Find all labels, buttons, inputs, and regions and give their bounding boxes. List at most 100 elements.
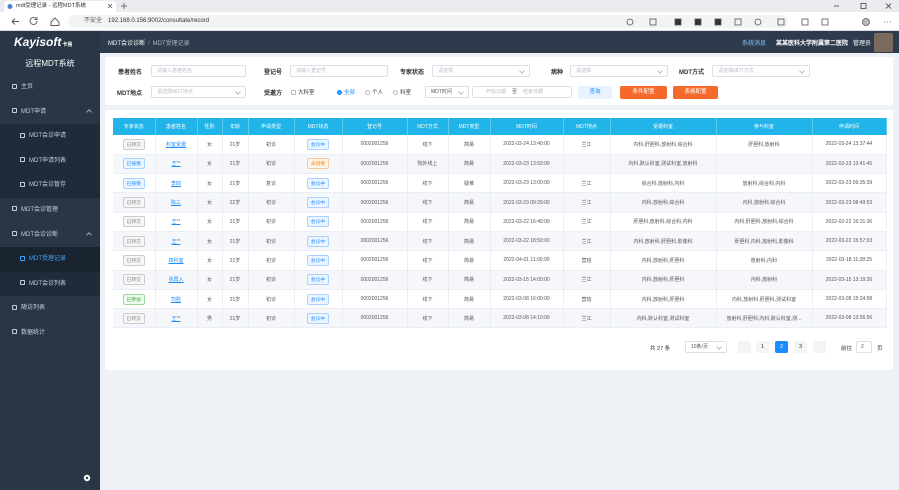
table-cell: 2022-03-08 15:24:58 xyxy=(812,289,887,310)
date-end: 结束日期 xyxy=(523,89,544,95)
cell-text: 肝胆科,放射科,综合科,内科 xyxy=(633,219,693,226)
checkbox[interactable]: 大科室 xyxy=(291,88,315,96)
cell-text: 21岁 xyxy=(229,161,241,168)
filter-select[interactable]: 请选择 xyxy=(432,65,530,77)
patient-link[interactable]: 王** xyxy=(171,315,181,322)
user[interactable]: 管理员 xyxy=(852,41,871,47)
menu-item[interactable]: MDT会诊诊断 xyxy=(0,223,100,248)
table-cell: 科室受邀 xyxy=(155,135,198,155)
cell-text: 内科,放射科,肝胆科,影像科 xyxy=(633,238,693,245)
menu-label: 随访列表 xyxy=(21,305,46,312)
column-header: 患者姓名 xyxy=(155,118,198,135)
menu-item[interactable]: 主页 xyxy=(0,75,100,100)
tab-bar: mdt受理记录 - 远程MDT系统 xyxy=(0,0,899,12)
page-button[interactable]: 1 xyxy=(756,341,769,353)
date-range[interactable]: 开始日期至结束日期 xyxy=(472,86,572,98)
menu-item[interactable]: 数据统计 xyxy=(0,321,100,346)
column-header: 年龄 xyxy=(222,118,249,135)
patient-link[interactable]: 陈三 xyxy=(170,200,181,207)
button[interactable]: 条件配置 xyxy=(620,85,667,99)
menu-item[interactable]: MDT申请 xyxy=(0,100,100,125)
cell-text: 内科,默认科室,测试科室 xyxy=(636,315,690,322)
table-row: 已转交 王** 男 21岁 初诊 会诊中 0002001256 线下 简易 2022-03-08 … xyxy=(113,308,887,329)
submenu-item[interactable]: MDT申请列表 xyxy=(0,148,100,174)
radio[interactable]: 全部 xyxy=(337,88,355,96)
patient-link[interactable]: 张再入 xyxy=(168,277,184,284)
cell-text: 女 xyxy=(206,296,212,303)
submenu-item[interactable]: MDT受理记录 xyxy=(0,247,100,272)
submenu-item[interactable]: MDT会诊申请 xyxy=(0,124,100,149)
button[interactable]: 表格配置 xyxy=(673,85,718,99)
menu-item[interactable]: MDT会诊管理 xyxy=(0,198,100,223)
table-cell: 内科,放射科 xyxy=(716,270,813,290)
crumb[interactable]: MDT会诊诊断 xyxy=(108,41,145,47)
status-tag: 已接受 xyxy=(122,177,145,189)
filter-select[interactable]: 请选择MDT方式 xyxy=(712,65,810,77)
table-cell: 21岁 xyxy=(222,250,249,271)
next-button[interactable] xyxy=(813,341,826,353)
column-header: 登记号 xyxy=(342,118,408,135)
goto-input[interactable]: 2 xyxy=(856,341,872,353)
table-cell: 21岁 xyxy=(222,308,249,329)
settings-icon[interactable] xyxy=(82,473,92,483)
patient-link[interactable]: 四科室 xyxy=(168,257,184,264)
table-cell: 会诊中 xyxy=(294,289,343,310)
cell-text: 0002001256 xyxy=(360,238,389,245)
submenu-item[interactable]: MDT会诊列表 xyxy=(0,271,100,297)
table-cell: 2022-03-24 13:37:44 xyxy=(812,135,887,155)
radio-dot xyxy=(365,89,370,95)
patient-link[interactable]: 司胜 xyxy=(170,296,181,303)
patient-link[interactable]: 王** xyxy=(171,238,181,245)
menu-icon xyxy=(20,255,25,261)
table-cell: 已转交 xyxy=(113,231,156,252)
prev-button[interactable] xyxy=(738,341,751,353)
browser-tab[interactable]: mdt受理记录 - 远程MDT系统 xyxy=(4,1,116,12)
filter-select[interactable]: 请选择MDT地点 xyxy=(151,86,246,98)
page-button[interactable]: 2 xyxy=(775,341,788,353)
page-button[interactable]: 3 xyxy=(794,341,807,353)
url-bar[interactable]: 不安全 192.168.0.156:9002/consultate/record xyxy=(68,15,788,28)
table-cell: 21岁 xyxy=(222,270,249,290)
patient-link[interactable]: 科室受邀 xyxy=(165,141,186,148)
cell-text: 线下 xyxy=(422,219,433,226)
cell-text: 21岁 xyxy=(229,315,241,322)
page-size[interactable]: 10条/页 xyxy=(685,341,727,353)
cell-text: 内科,默认科室,测试科室,放射科 xyxy=(628,161,698,168)
table-cell: 简易 xyxy=(448,154,491,175)
filter-select[interactable]: 请选择 xyxy=(570,65,668,77)
menu-icon xyxy=(12,108,17,114)
checkbox-label: 大科室 xyxy=(298,90,315,96)
radio[interactable]: 个人 xyxy=(365,88,383,96)
submenu-item[interactable]: MDT会诊暂存 xyxy=(0,173,100,198)
table-cell: 肝胆科,内科,放射科,影像科 xyxy=(716,231,813,252)
cell-text: 2022-03-22 16:31:36 xyxy=(825,218,873,225)
menu-item[interactable]: 随访列表 xyxy=(0,296,100,321)
table-cell: 综合科,放射科,内科 xyxy=(610,173,717,194)
status-tag: 已转交 xyxy=(122,138,145,150)
filter-input[interactable]: 请输入患者姓名 xyxy=(151,65,246,77)
patient-link[interactable]: 王** xyxy=(171,161,181,168)
avatar[interactable] xyxy=(874,33,893,52)
cell-text: 0002001256 xyxy=(360,160,389,167)
cell-text: 21岁 xyxy=(229,238,241,245)
patient-link[interactable]: 李四 xyxy=(170,180,181,187)
table-cell: 王** xyxy=(155,212,198,232)
filter-select[interactable]: MDT时间 xyxy=(425,86,469,98)
table-cell: 21岁 xyxy=(222,135,249,155)
table-cell: 线下 xyxy=(407,212,449,232)
button[interactable]: 查询 xyxy=(578,85,612,99)
cell-text: 21岁 xyxy=(229,219,241,226)
cell-text: 2022-03-24 13:37:44 xyxy=(825,141,873,148)
filter-label: 病种 xyxy=(551,70,564,76)
table-cell: 初诊 xyxy=(248,135,295,155)
radio[interactable]: 科室 xyxy=(393,88,411,96)
table-cell: 线下 xyxy=(407,270,449,290)
cell-text: 线下 xyxy=(422,315,433,322)
messages[interactable]: 系统消息 xyxy=(741,41,766,47)
filter-input[interactable]: 请输入登记号 xyxy=(290,65,388,77)
table-cell: 兰江 xyxy=(563,270,611,290)
table-cell: 男 xyxy=(197,308,223,329)
patient-link[interactable]: 王** xyxy=(171,219,181,226)
records-table: 专家状态 患者姓名 性别 年龄 申请类型 MDT状态 登记号 MDT方式 MDT类型 MDT时间 M… xyxy=(113,118,887,329)
table-cell: 线下 xyxy=(407,135,449,155)
